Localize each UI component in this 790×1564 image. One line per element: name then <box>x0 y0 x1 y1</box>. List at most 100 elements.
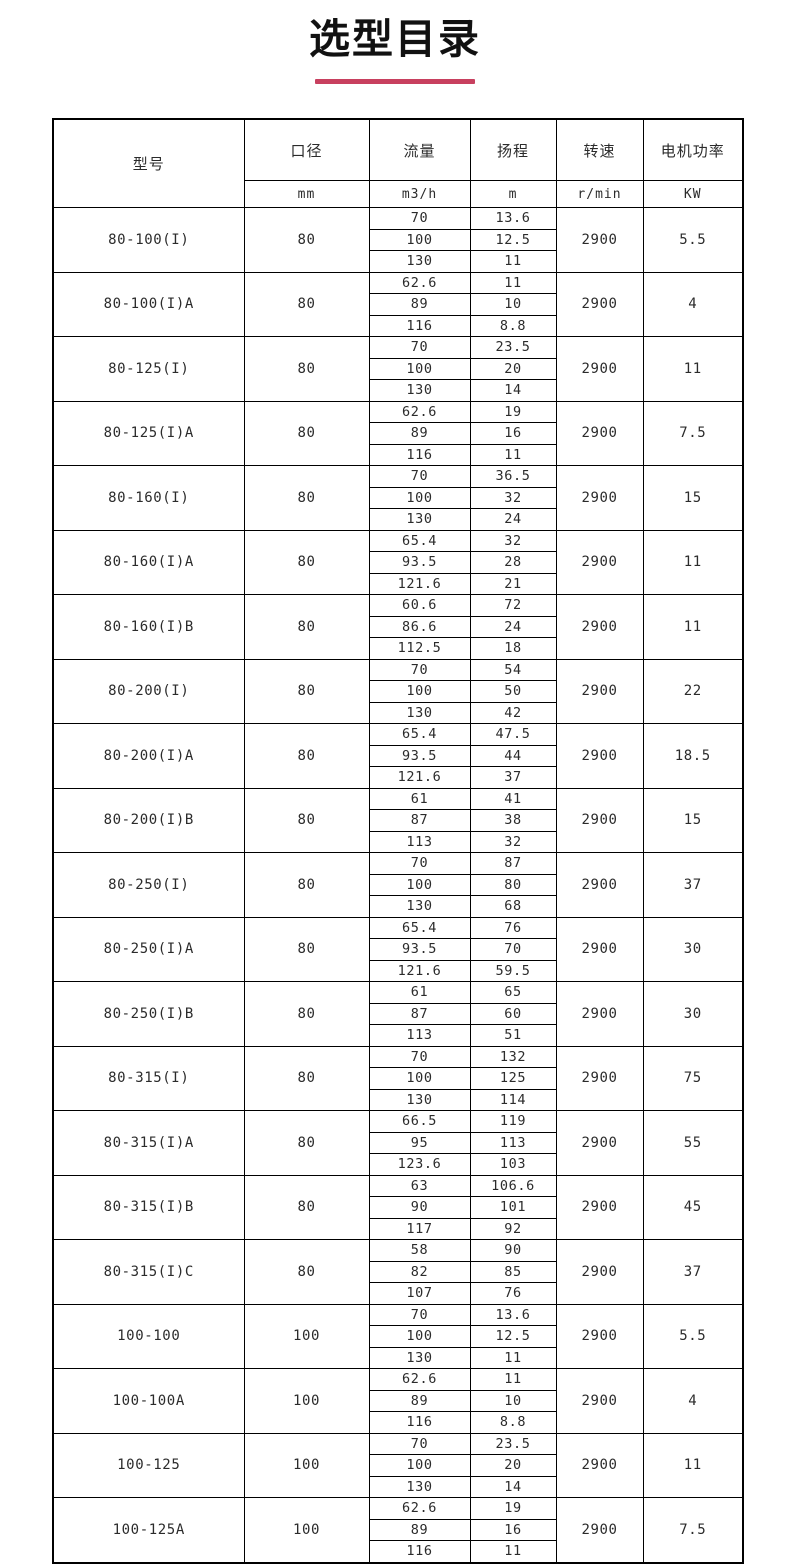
cell-flow: 62.6 <box>368 400 471 423</box>
table-row: 100 20 <box>53 1454 743 1477</box>
cell-power: 75 <box>642 1045 744 1111</box>
cell-bore: 80 <box>243 1174 370 1240</box>
cell-flow: 93.5 <box>368 938 471 961</box>
table-body: 80-100(I) 80 70 13.6 2900 5.5 100 12.5 130 11 80-1… <box>52 207 744 1563</box>
cell-bore: 80 <box>243 465 370 531</box>
cell-head: 11 <box>469 1540 557 1563</box>
table-row: 80-125(I)A 80 62.6 19 2900 7.5 <box>52 400 744 466</box>
cell-model: 80-250(I) <box>52 852 245 918</box>
cell-flow: 70 <box>368 336 471 359</box>
table-row: 80-100(I)A 80 62.6 11 2900 4 <box>52 271 744 337</box>
table-row: 117 92 <box>53 1217 743 1240</box>
cell-speed: 2900 <box>555 1303 644 1369</box>
cell-flow: 116 <box>368 1540 471 1563</box>
cell-flow: 61 <box>368 981 471 1004</box>
cell-model: 80-160(I)A <box>52 529 245 595</box>
cell-flow: 100 <box>368 228 471 251</box>
header-bore: 口径 <box>243 118 370 181</box>
page-title: 选型目录 <box>309 15 481 63</box>
table-row: 80-250(I)B 80 61 65 2900 30 <box>52 981 744 1047</box>
cell-model: 80-100(I) <box>52 207 245 273</box>
cell-power: 37 <box>642 1239 744 1305</box>
cell-head: 51 <box>469 1024 557 1047</box>
cell-flow: 89 <box>368 422 471 445</box>
cell-head: 37 <box>469 766 557 789</box>
title-block: 选型目录 <box>0 0 790 85</box>
cell-model: 80-250(I)A <box>52 916 245 982</box>
cell-flow: 70 <box>368 207 471 230</box>
header-speed: 转速 <box>555 118 644 181</box>
table-row: 130 24 <box>53 508 743 531</box>
cell-flow: 116 <box>368 1411 471 1434</box>
cell-flow: 130 <box>368 508 471 531</box>
cell-head: 106.6 <box>469 1174 557 1197</box>
cell-speed: 2900 <box>555 465 644 531</box>
cell-head: 54 <box>469 658 557 681</box>
cell-head: 38 <box>469 809 557 832</box>
cell-flow: 112.5 <box>368 637 471 660</box>
cell-flow: 130 <box>368 895 471 918</box>
cell-bore: 100 <box>243 1497 370 1563</box>
cell-speed: 2900 <box>555 271 644 337</box>
table-row: 113 51 <box>53 1024 743 1047</box>
cell-head: 59.5 <box>469 959 557 982</box>
table-row: 100 50 <box>53 680 743 703</box>
cell-model: 100-100A <box>52 1368 245 1434</box>
unit-head: m <box>469 180 557 208</box>
header-head: 扬程 <box>469 118 557 181</box>
cell-head: 14 <box>469 379 557 402</box>
cell-head: 68 <box>469 895 557 918</box>
cell-bore: 80 <box>243 852 370 918</box>
table-row: 130 11 <box>53 1346 743 1369</box>
cell-flow: 93.5 <box>368 744 471 767</box>
table-row: 80-315(I)C 80 58 90 2900 37 <box>52 1239 744 1305</box>
table-row: 93.5 44 <box>53 744 743 767</box>
table-row: 89 10 <box>53 1389 743 1412</box>
cell-bore: 80 <box>243 594 370 660</box>
cell-bore: 80 <box>243 207 370 273</box>
header-power: 电机功率 <box>642 118 744 181</box>
cell-flow: 130 <box>368 379 471 402</box>
table-row: 116 8.8 <box>53 1411 743 1434</box>
cell-power: 55 <box>642 1110 744 1176</box>
cell-head: 119 <box>469 1110 557 1133</box>
cell-head: 36.5 <box>469 465 557 488</box>
cell-power: 22 <box>642 658 744 724</box>
cell-speed: 2900 <box>555 1432 644 1498</box>
cell-bore: 80 <box>243 271 370 337</box>
cell-model: 80-315(I)B <box>52 1174 245 1240</box>
cell-flow: 58 <box>368 1239 471 1262</box>
cell-flow: 117 <box>368 1217 471 1240</box>
cell-flow: 100 <box>368 357 471 380</box>
unit-flow: m3/h <box>368 180 471 208</box>
cell-speed: 2900 <box>555 207 644 273</box>
cell-flow: 87 <box>368 1002 471 1025</box>
cell-head: 11 <box>469 443 557 466</box>
table-row: 112.5 18 <box>53 637 743 660</box>
cell-flow: 100 <box>368 873 471 896</box>
cell-head: 44 <box>469 744 557 767</box>
cell-flow: 70 <box>368 658 471 681</box>
cell-head: 32 <box>469 830 557 853</box>
cell-speed: 2900 <box>555 981 644 1047</box>
table-row: 100-125 100 70 23.5 2900 11 <box>52 1432 744 1498</box>
table-row: 116 11 <box>53 443 743 466</box>
cell-head: 24 <box>469 615 557 638</box>
cell-speed: 2900 <box>555 916 644 982</box>
cell-head: 11 <box>469 250 557 273</box>
cell-head: 21 <box>469 572 557 595</box>
cell-flow: 130 <box>368 1475 471 1498</box>
table-row: 123.6 103 <box>53 1153 743 1176</box>
table-row: 86.6 24 <box>53 615 743 638</box>
cell-head: 18 <box>469 637 557 660</box>
table-row: 130 42 <box>53 701 743 724</box>
cell-flow: 70 <box>368 465 471 488</box>
cell-speed: 2900 <box>555 1497 644 1563</box>
table-row: 121.6 21 <box>53 572 743 595</box>
cell-power: 30 <box>642 916 744 982</box>
cell-flow: 65.4 <box>368 723 471 746</box>
cell-flow: 62.6 <box>368 1368 471 1391</box>
cell-flow: 61 <box>368 787 471 810</box>
cell-model: 80-200(I) <box>52 658 245 724</box>
cell-speed: 2900 <box>555 852 644 918</box>
